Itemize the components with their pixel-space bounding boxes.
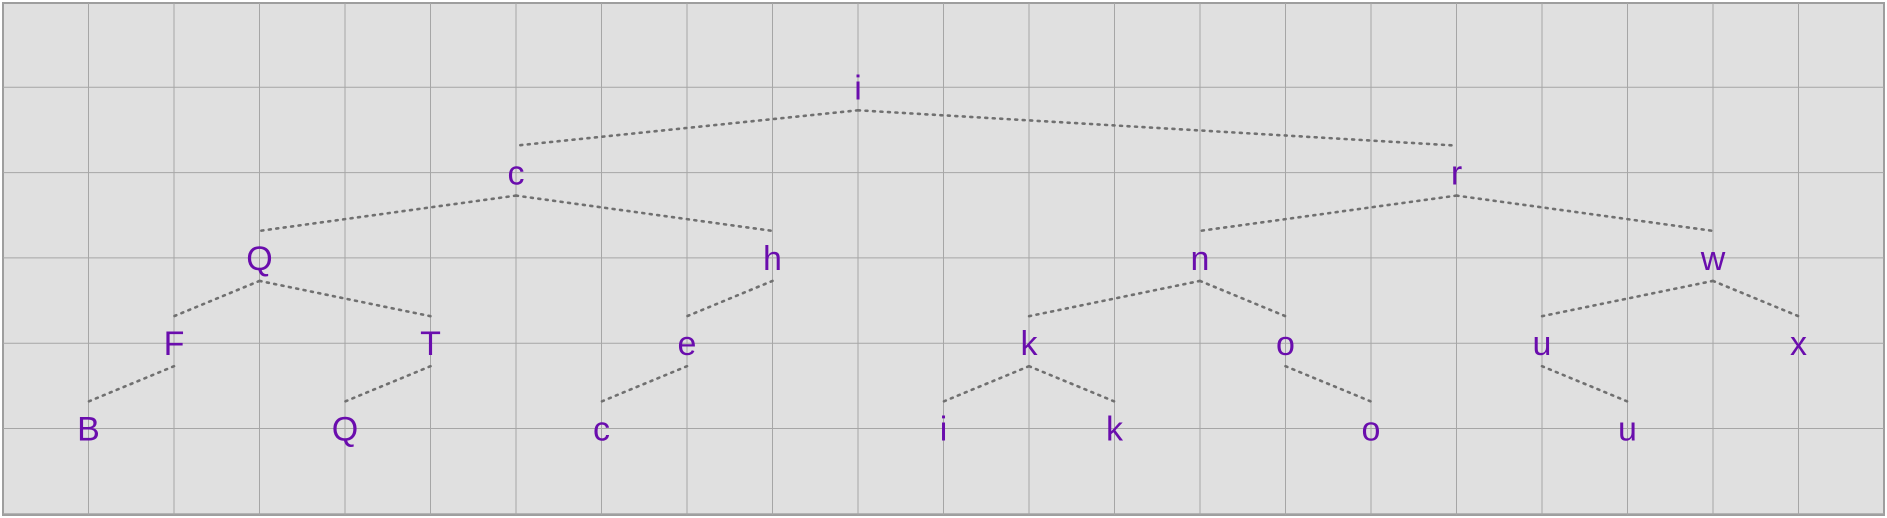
tree-node-label: B: [77, 411, 100, 449]
tree-edge: [172, 279, 261, 318]
tree-node-label: F: [164, 325, 185, 363]
tree-node-label: o: [1362, 411, 1381, 449]
tree-node-label: o: [1276, 325, 1295, 363]
tree-edge: [87, 364, 176, 403]
tree-node-label: n: [1191, 240, 1210, 278]
tree-edge: [1540, 364, 1629, 403]
tree-edge: [1198, 279, 1287, 318]
tree-node-label: Q: [332, 411, 358, 449]
tree-node-label: c: [593, 411, 610, 449]
tree-node-label: w: [1700, 240, 1726, 278]
tree-node-label: e: [678, 325, 697, 363]
tree-edge: [600, 364, 689, 403]
tree-node-label: u: [1618, 411, 1637, 449]
tree-node-label: i: [854, 69, 862, 107]
tree-node-label: T: [420, 325, 441, 363]
tree-node-label: c: [508, 155, 525, 193]
tree-edge: [1198, 194, 1458, 233]
tree-edge: [856, 109, 1458, 147]
tree-node-label: Q: [246, 240, 272, 278]
tree-edge: [942, 364, 1031, 403]
grid-lines: [3, 3, 1884, 515]
tree-edge: [1027, 364, 1116, 403]
tree-edge: [514, 194, 774, 233]
tree-edge: [258, 279, 432, 318]
tree-node-label: r: [1451, 155, 1462, 193]
tree-node-label: h: [763, 240, 782, 278]
tree-node-label: k: [1106, 411, 1124, 449]
tree-edge: [1711, 279, 1800, 318]
tree-edge: [685, 279, 774, 318]
tree-edge: [1284, 364, 1373, 403]
tree-edge: [1540, 279, 1715, 318]
tree-edge: [258, 194, 518, 233]
tree-edge: [1455, 194, 1715, 233]
tree-node-label: u: [1533, 325, 1552, 363]
tree-node-label: k: [1021, 325, 1039, 363]
tree-edge: [514, 109, 860, 147]
tree-edge: [1027, 279, 1202, 318]
tree-node-label: i: [940, 411, 948, 449]
tree-edge: [343, 364, 432, 403]
tree-edges: [87, 109, 1800, 403]
tree-node-label: x: [1790, 325, 1807, 363]
